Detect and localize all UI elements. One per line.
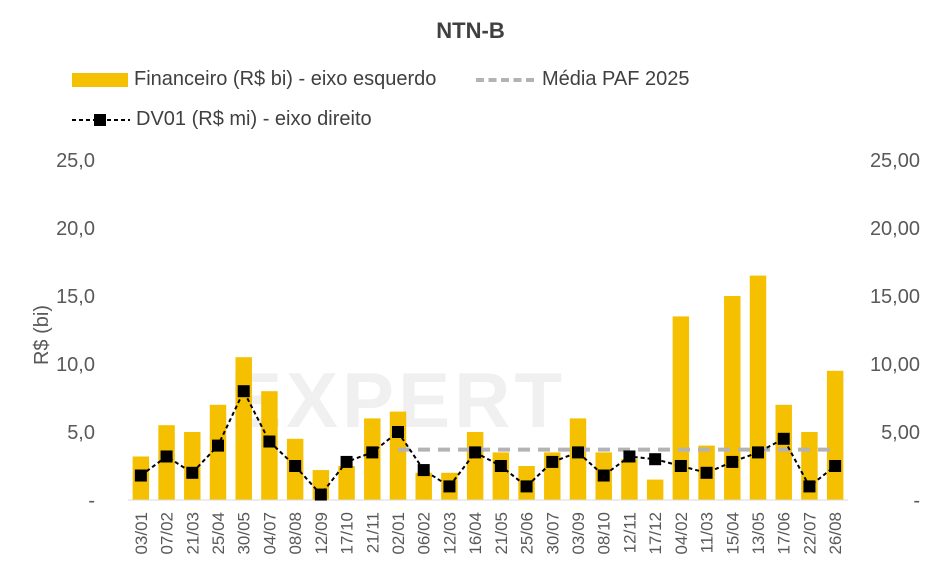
- dv01-point: [392, 426, 404, 438]
- bar-financeiro: [415, 472, 432, 500]
- bar-financeiro: [158, 425, 175, 500]
- bar-financeiro: [492, 452, 510, 500]
- x-tick-label: 11/03: [698, 512, 717, 553]
- bar-financeiro: [826, 370, 844, 500]
- dv01-point: [546, 455, 559, 468]
- x-tick-label: 04/07: [260, 512, 279, 555]
- y-tick-label-left: 20,0: [56, 218, 95, 240]
- bar-financeiro: [724, 296, 741, 500]
- dv01-point: [237, 385, 250, 398]
- y-tick-label-right: 10,00: [870, 354, 920, 376]
- legend-media-label: Média PAF 2025: [542, 68, 690, 90]
- x-tick-label: 04/02: [672, 512, 691, 555]
- x-tick-label: 15/04: [723, 512, 742, 555]
- x-tick-label: 30/05: [235, 512, 254, 555]
- y-tick-label-right: 5,00: [881, 422, 920, 444]
- dv01-point: [366, 446, 379, 459]
- bar-financeiro: [749, 275, 767, 500]
- x-tick-label: 25/04: [209, 512, 228, 555]
- x-tick-label: 21/05: [492, 512, 511, 555]
- dv01-point: [212, 439, 224, 452]
- dv01-point: [314, 488, 327, 501]
- dv01-point: [829, 460, 842, 472]
- y-tick-label-left: 10,0: [56, 354, 95, 376]
- legend-dv01: DV01 (R$ mi) - eixo direito: [72, 108, 372, 131]
- dv01-point: [417, 464, 430, 477]
- x-tick-label: 17/06: [775, 512, 794, 555]
- dv01-point: [777, 432, 790, 445]
- dv01-point: [726, 455, 739, 468]
- legend-dv01-swatch: [72, 113, 130, 126]
- legend-financeiro: Financeiro (R$ bi) - eixo esquerdo: [72, 68, 436, 91]
- bar-financeiro: [775, 404, 792, 500]
- bar-financeiro: [338, 466, 355, 500]
- bar-financeiro: [646, 479, 664, 500]
- dv01-point: [752, 446, 764, 459]
- x-tick-label: 30/07: [543, 512, 562, 555]
- dv01-point: [674, 460, 687, 472]
- dv01-point: [263, 435, 276, 448]
- bar-financeiro: [569, 418, 587, 500]
- dv01-point: [340, 455, 353, 468]
- bar-financeiro: [235, 357, 252, 500]
- legend-financeiro-label: Financeiro (R$ bi) - eixo esquerdo: [134, 68, 437, 90]
- x-tick-label: 07/02: [158, 512, 177, 555]
- dv01-point: [597, 469, 610, 482]
- dv01-point: [623, 450, 636, 463]
- x-tick-label: 03/01: [132, 512, 151, 555]
- x-tick-label: 12/09: [312, 512, 331, 555]
- legend-media-paf: Média PAF 2025: [476, 68, 690, 91]
- y-tick-label-left: 5,0: [67, 422, 95, 444]
- dv01-point: [134, 469, 147, 482]
- x-tick-label: 08/10: [595, 512, 614, 555]
- x-tick-label: 06/02: [415, 512, 434, 555]
- y-tick-label-left: 25,0: [56, 150, 95, 172]
- x-tick-label: 17/12: [646, 512, 665, 555]
- chart-title: NTN-B: [436, 18, 505, 43]
- bar-financeiro: [364, 418, 381, 500]
- y-tick-label-left: 15,0: [56, 286, 95, 308]
- y-tick-label-right: 15,00: [870, 286, 920, 308]
- dv01-point: [700, 466, 713, 479]
- x-tick-label: 22/07: [800, 512, 819, 555]
- dv01-point: [443, 480, 456, 493]
- dv01-point: [186, 466, 199, 479]
- x-tick-label: 26/08: [826, 512, 845, 555]
- x-tick-label: 03/09: [569, 512, 588, 555]
- y-tick-label-right: 20,00: [870, 218, 920, 240]
- x-tick-label: 16/04: [466, 512, 485, 555]
- y-axis-label: R$ (bi): [31, 305, 53, 365]
- dv01-point: [469, 446, 482, 459]
- legend-bar-swatch: [72, 72, 128, 87]
- y-tick-label-right: 25,00: [870, 150, 920, 172]
- bar-financeiro: [389, 411, 407, 500]
- x-tick-label: 12/03: [440, 512, 459, 555]
- dv01-point: [289, 460, 302, 472]
- legend-dv01-label: DV01 (R$ mi) - eixo direito: [136, 108, 372, 130]
- dv01-point: [160, 450, 173, 463]
- x-tick-label: 21/11: [363, 512, 382, 553]
- x-tick-label: 13/05: [749, 512, 768, 555]
- x-tick-label: 02/01: [389, 512, 408, 555]
- x-tick-label: 25/06: [518, 512, 537, 555]
- bar-financeiro: [184, 432, 201, 500]
- dv01-point: [649, 453, 662, 466]
- y-tick-label-left: -: [88, 490, 95, 512]
- x-tick-label: 17/10: [338, 512, 357, 555]
- bar-financeiro: [672, 316, 690, 500]
- bar-financeiro: [621, 459, 638, 500]
- legend-dash-swatch: [476, 77, 534, 82]
- bar-financeiro: [466, 432, 484, 500]
- x-tick-label: 12/11: [620, 512, 639, 553]
- dv01-point: [494, 460, 507, 472]
- bar-financeiro: [209, 404, 227, 500]
- dv01-point: [803, 480, 816, 493]
- dv01-point: [520, 480, 533, 493]
- dv01-point: [572, 446, 584, 459]
- x-tick-label: 21/03: [183, 512, 202, 555]
- x-tick-label: 08/08: [286, 512, 305, 555]
- dv01-line: [140, 388, 836, 497]
- y-tick-label-right: -: [913, 490, 920, 512]
